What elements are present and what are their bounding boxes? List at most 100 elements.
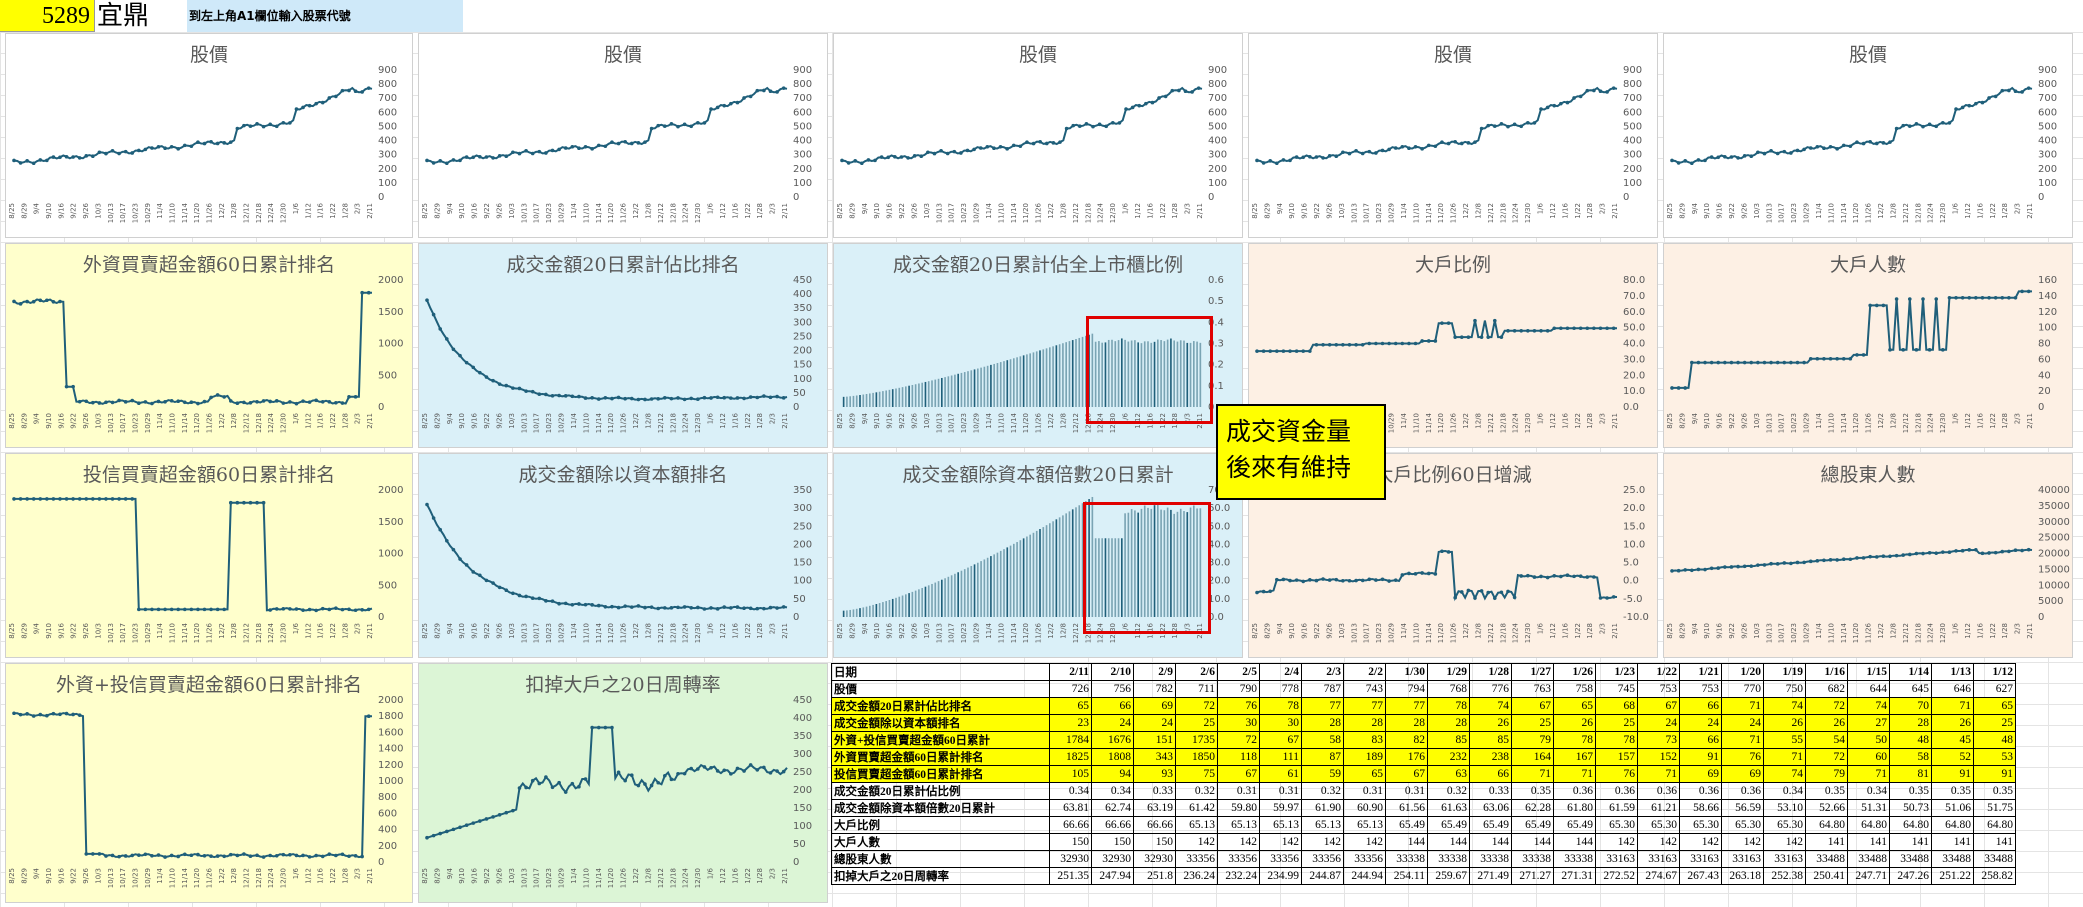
series-point bbox=[1492, 124, 1497, 129]
bar-mark bbox=[1081, 503, 1084, 617]
table-cell: 151 bbox=[1133, 731, 1176, 749]
y-tick-label: 600 bbox=[378, 107, 397, 118]
series-point bbox=[517, 593, 522, 598]
series-point bbox=[596, 397, 601, 401]
series-point bbox=[334, 606, 338, 610]
bar-mark bbox=[1160, 340, 1162, 407]
y-tick-label: 700 bbox=[1208, 93, 1227, 104]
table-cell: 33488 bbox=[1805, 850, 1848, 868]
y-tick-label: 800 bbox=[1623, 79, 1642, 90]
table-cell: 71 bbox=[1721, 697, 1764, 715]
y-tick-label: 200 bbox=[793, 164, 812, 175]
bar-mark bbox=[1130, 509, 1133, 617]
x-tick-label: 8/29 bbox=[1678, 623, 1686, 639]
table-cell: 252.38 bbox=[1763, 867, 1806, 885]
bar-mark bbox=[1006, 360, 1009, 407]
x-tick-label: 10/13 bbox=[107, 203, 115, 223]
series-point bbox=[1789, 561, 1793, 566]
x-tick-label: 11/20 bbox=[1852, 623, 1860, 643]
series-point bbox=[1967, 103, 1972, 108]
table-cell: 251.8 bbox=[1133, 867, 1176, 885]
series-point bbox=[1861, 353, 1866, 357]
chart-title: 股價 bbox=[1848, 44, 1887, 66]
x-tick-label: 9/26 bbox=[495, 412, 503, 428]
series-line bbox=[1256, 549, 1618, 602]
x-tick-label: 2/3 bbox=[1184, 623, 1192, 634]
date-header-cell: 1/13 bbox=[1931, 663, 1974, 681]
table-cell: 272.52 bbox=[1595, 867, 1638, 885]
series-point bbox=[702, 607, 707, 611]
series-point bbox=[544, 599, 548, 603]
x-tick-label: 11/14 bbox=[181, 867, 189, 888]
x-tick-label: 9/4 bbox=[861, 202, 869, 214]
series-point bbox=[1716, 360, 1721, 365]
x-tick-label: 11/4 bbox=[570, 202, 578, 218]
table-cell: 711 bbox=[1175, 680, 1218, 698]
y-tick-label: 450 bbox=[793, 695, 812, 706]
series-point bbox=[169, 145, 174, 149]
series-point bbox=[755, 606, 760, 611]
series-point bbox=[18, 302, 23, 306]
bar-mark bbox=[1193, 505, 1195, 617]
y-tick-label: 2000 bbox=[378, 695, 403, 706]
x-tick-label: 2/3 bbox=[354, 203, 362, 214]
bar-mark bbox=[921, 382, 923, 407]
x-tick-label: 1/22 bbox=[744, 413, 752, 429]
x-tick-label: 10/29 bbox=[1803, 623, 1811, 643]
series-point bbox=[768, 395, 773, 400]
x-tick-label: 1/28 bbox=[2001, 203, 2009, 219]
x-tick-label: 11/10 bbox=[168, 868, 176, 888]
bar-mark bbox=[967, 567, 969, 617]
table-cell: 259.67 bbox=[1427, 867, 1470, 885]
series-point bbox=[209, 607, 213, 612]
bar-mark bbox=[927, 585, 930, 617]
series-point bbox=[425, 502, 429, 507]
bar-mark bbox=[1006, 547, 1009, 617]
y-tick-label: 20.0 bbox=[1623, 370, 1645, 381]
x-tick-label: 12/24 bbox=[1512, 202, 1520, 223]
x-tick-label: 11/10 bbox=[168, 413, 176, 433]
bar-mark bbox=[1042, 349, 1045, 407]
stock-code-cell[interactable]: 5289 bbox=[0, 0, 95, 32]
bar-mark bbox=[891, 389, 894, 407]
y-tick-label: 900 bbox=[793, 65, 812, 76]
y-tick-label: 500 bbox=[1208, 121, 1227, 132]
x-tick-label: 2/3 bbox=[1599, 203, 1607, 214]
series-point bbox=[163, 607, 167, 612]
y-tick-label: 10.0 bbox=[1623, 386, 1645, 397]
bar-mark bbox=[914, 384, 917, 407]
series-point bbox=[1980, 100, 1985, 105]
table-cell: 65 bbox=[1049, 697, 1092, 715]
table-cell: 66 bbox=[1679, 731, 1722, 749]
series-point bbox=[1420, 571, 1424, 575]
x-tick-label: 2/11 bbox=[366, 413, 374, 429]
series-point bbox=[742, 396, 746, 401]
bar-mark bbox=[1081, 336, 1084, 407]
y-tick-label: 150 bbox=[793, 558, 812, 569]
bar-mark bbox=[918, 589, 920, 617]
series-point bbox=[288, 121, 292, 125]
series-point bbox=[978, 146, 983, 150]
table-cell: 32930 bbox=[1091, 850, 1134, 868]
series-point bbox=[347, 395, 351, 399]
table-cell: 53 bbox=[1973, 748, 2016, 766]
bar-mark bbox=[1101, 342, 1103, 407]
bar-mark bbox=[1078, 337, 1081, 407]
series-point bbox=[1519, 329, 1524, 333]
x-tick-label: 1/6 bbox=[1122, 412, 1130, 424]
series-point bbox=[1815, 356, 1820, 361]
bar-mark bbox=[983, 366, 986, 407]
x-tick-label: 9/22 bbox=[1728, 203, 1736, 219]
series-point bbox=[491, 156, 495, 160]
x-tick-label: 9/22 bbox=[1728, 413, 1736, 429]
series-point bbox=[314, 101, 318, 106]
series-point bbox=[176, 399, 181, 404]
series-point bbox=[1150, 100, 1155, 105]
date-header-cell: 1/29 bbox=[1427, 663, 1470, 681]
bar-mark bbox=[842, 610, 845, 617]
series-point bbox=[662, 606, 667, 610]
chart-title: 扣掉大戶之20日周轉率 bbox=[525, 674, 721, 696]
series-point bbox=[1539, 329, 1543, 333]
series-point bbox=[735, 100, 740, 105]
table-cell: 64.80 bbox=[1931, 816, 1974, 834]
